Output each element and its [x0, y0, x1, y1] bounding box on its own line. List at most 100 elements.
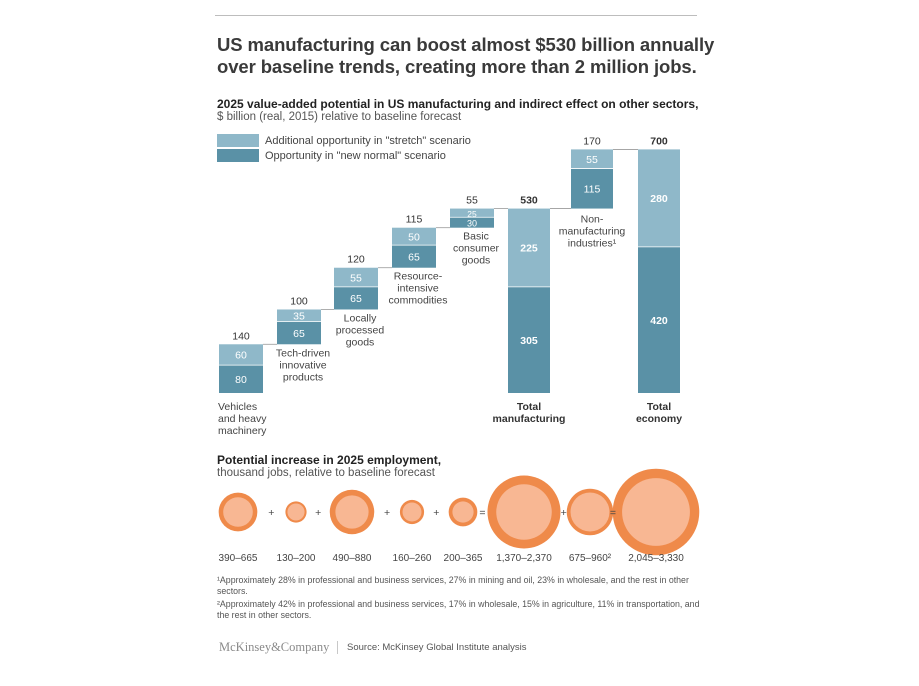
bar-stretch-non-manufacturing-industries [571, 149, 613, 169]
bubble-label-390-665: 390–665 [219, 553, 258, 564]
category-label-tech-driven-innovative-products-1: innovative [279, 359, 326, 371]
category-label-total-manufacturing-1: manufacturing [493, 413, 566, 425]
category-label-tech-driven-innovative-products-2: products [283, 371, 323, 383]
title-line-1: US manufacturing can boost almost $530 b… [217, 34, 715, 55]
bubble-label-160-260: 160–260 [393, 553, 432, 564]
category-label-resource-intensive-commodities-0: Resource- [394, 271, 443, 283]
bubble-inner-130-200 [287, 503, 305, 521]
bar-new-normal-total-economy [638, 246, 680, 393]
footnote-1: ¹Approximately 28% in professional and b… [217, 575, 689, 596]
category-label-vehicles-and-heavy-machinery-0: Vehicles [218, 401, 257, 413]
category-label-tech-driven-innovative-products-0: Tech-driven [276, 347, 330, 359]
title-line-2: over baseline trends, creating more than… [217, 56, 697, 77]
bar-new-normal-basic-consumer-goods [450, 217, 494, 228]
employment-bubble-chart: 390–665 130–200 490–880 160–260 200–365 1,370… [219, 468, 700, 564]
operator-3: + [433, 507, 439, 519]
operator-4: = [479, 507, 485, 519]
value-label-new-normal-vehicles-and-heavy-machinery: 80 [235, 374, 247, 386]
bar-new-normal-total-manufacturing [508, 286, 550, 393]
total-label-total-economy: 700 [650, 135, 668, 147]
value-label-stretch-total-economy: 280 [650, 193, 668, 205]
value-label-stretch-vehicles-and-heavy-machinery: 60 [235, 350, 247, 362]
chart-title: 2025 value-added potential in US manufac… [217, 97, 699, 111]
bar-stretch-vehicles-and-heavy-machinery [219, 344, 263, 366]
bubble-label-200-365: 200–365 [444, 553, 483, 564]
source-note: Source: McKinsey Global Institute analys… [347, 642, 527, 653]
total-label-tech-driven-innovative-products: 100 [290, 295, 308, 307]
value-label-new-normal-total-manufacturing: 305 [520, 335, 538, 347]
legend-label-stretch: Additional opportunity in "stretch" scen… [265, 134, 471, 147]
category-label-resource-intensive-commodities-1: intensive [397, 283, 439, 295]
category-label-basic-consumer-goods-0: Basic [463, 231, 489, 243]
value-label-new-normal-total-economy: 420 [650, 315, 668, 327]
category-label-vehicles-and-heavy-machinery-1: and heavy [218, 413, 267, 425]
page-title: US manufacturing can boost almost $530 b… [217, 34, 715, 78]
bar-new-normal-resource-intensive-commodities [392, 245, 436, 268]
bubble-label-130-200: 130–200 [277, 553, 316, 564]
bubble-inner-2-045-3-330 [622, 478, 690, 546]
value-label-new-normal-locally-processed-goods: 65 [350, 293, 362, 305]
total-label-vehicles-and-heavy-machinery: 140 [232, 330, 250, 342]
top-rule [215, 15, 697, 16]
value-label-new-normal-non-manufacturing-industries: 115 [584, 184, 601, 196]
total-label-non-manufacturing-industries: 170 [583, 135, 601, 147]
operator-0: + [268, 507, 274, 519]
value-label-stretch-locally-processed-goods: 55 [350, 272, 362, 284]
legend-item-stretch: Additional opportunity in "stretch" scen… [217, 134, 471, 147]
value-label-stretch-basic-consumer-goods: 25 [467, 209, 477, 219]
category-label-total-economy-1: economy [636, 413, 682, 425]
operator-2: + [384, 507, 390, 519]
operator-1: + [315, 507, 321, 519]
total-label-locally-processed-goods: 120 [347, 254, 365, 266]
total-label-basic-consumer-goods: 55 [466, 195, 478, 207]
footnote-2: ²Approximately 42% in professional and b… [217, 599, 700, 620]
bar-stretch-total-manufacturing [508, 208, 550, 287]
footer-divider [337, 641, 338, 654]
category-label-basic-consumer-goods-2: goods [462, 255, 491, 267]
bar-new-normal-non-manufacturing-industries [571, 168, 613, 209]
bubble-inner-675-960 [570, 492, 610, 532]
value-label-stretch-resource-intensive-commodities: 50 [408, 231, 420, 243]
value-label-stretch-non-manufacturing-industries: 55 [586, 154, 598, 166]
value-label-new-normal-basic-consumer-goods: 30 [467, 218, 477, 228]
value-label-new-normal-resource-intensive-commodities: 65 [408, 251, 420, 263]
category-label-locally-processed-goods-2: goods [346, 336, 375, 348]
chart-subtitle: $ billion (real, 2015) relative to basel… [217, 111, 462, 123]
category-label-total-manufacturing-0: Total [517, 401, 541, 413]
total-label-resource-intensive-commodities: 115 [406, 214, 423, 226]
category-label-vehicles-and-heavy-machinery-2: machinery [218, 425, 267, 437]
bubble-inner-390-665 [223, 497, 253, 527]
total-label-total-manufacturing: 530 [520, 195, 538, 207]
legend-swatch-new-normal [217, 149, 259, 162]
value-label-stretch-tech-driven-innovative-products: 35 [293, 311, 305, 323]
bubble-inner-160-260 [402, 502, 422, 522]
bubble-label-490-880: 490–880 [333, 553, 372, 564]
bar-new-normal-tech-driven-innovative-products [277, 321, 321, 345]
legend-swatch-stretch [217, 134, 259, 147]
category-label-basic-consumer-goods-1: consumer [453, 243, 500, 255]
bar-stretch-resource-intensive-commodities [392, 227, 436, 246]
operator-5: + [561, 507, 567, 519]
value-label-new-normal-tech-driven-innovative-products: 65 [293, 328, 305, 340]
bar-new-normal-locally-processed-goods [334, 286, 378, 310]
category-label-resource-intensive-commodities-2: commodities [389, 295, 448, 307]
bar-stretch-total-economy [638, 149, 680, 247]
category-label-locally-processed-goods-0: Locally [344, 312, 377, 324]
operator-6: = [610, 507, 616, 519]
bar-new-normal-vehicles-and-heavy-machinery [219, 365, 263, 393]
legend-label-new-normal: Opportunity in "new normal" scenario [265, 149, 446, 162]
brand-logo: McKinsey&Company [219, 640, 330, 654]
category-label-non-manufacturing-industries-2: industries¹ [568, 238, 617, 250]
legend-item-new-normal: Opportunity in "new normal" scenario [217, 149, 446, 162]
employment-title: Potential increase in 2025 employment, [217, 453, 442, 467]
category-label-non-manufacturing-industries-1: manufacturing [559, 226, 626, 238]
bubble-inner-490-880 [335, 495, 369, 529]
category-label-non-manufacturing-industries-0: Non- [581, 214, 604, 226]
bar-stretch-basic-consumer-goods [450, 208, 494, 218]
bubble-label-675-960: 675–960² [569, 553, 612, 564]
category-label-locally-processed-goods-1: processed [336, 324, 385, 336]
employment-subtitle: thousand jobs, relative to baseline fore… [217, 467, 435, 479]
bar-stretch-locally-processed-goods [334, 267, 378, 287]
bubble-inner-200-365 [452, 501, 474, 523]
